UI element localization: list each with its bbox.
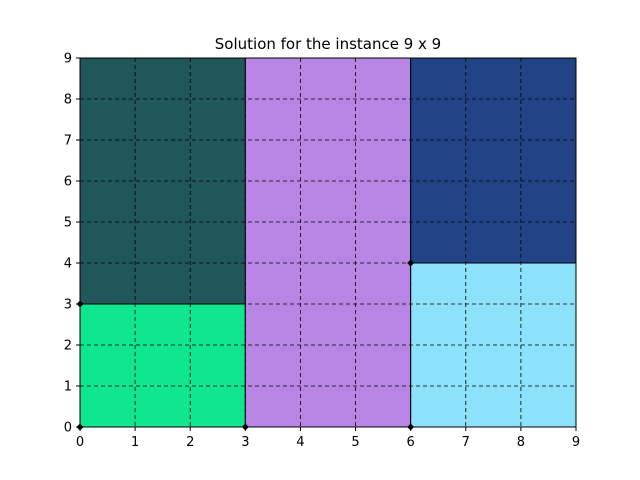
rectangles-layer xyxy=(79,57,577,428)
corner-marker-5 xyxy=(407,259,415,267)
x-tick-label-2: 2 xyxy=(186,435,194,450)
corner-markers-layer xyxy=(76,259,415,431)
y-tick-label-5: 5 xyxy=(64,216,72,231)
y-tick-label-4: 4 xyxy=(64,257,72,272)
packed-rectangle-1 xyxy=(79,303,246,428)
y-tick-label-0: 0 xyxy=(64,421,72,436)
x-tick-label-7: 7 xyxy=(462,435,470,450)
y-tick-label-1: 1 xyxy=(64,380,72,395)
x-tick-label-9: 9 xyxy=(572,435,580,450)
y-tick-label-3: 3 xyxy=(64,298,72,313)
y-tick-label-8: 8 xyxy=(64,93,72,108)
x-tick-label-3: 3 xyxy=(241,435,249,450)
y-axis: 0 1 2 3 4 5 6 7 8 9 xyxy=(64,52,80,436)
y-tick-label-9: 9 xyxy=(64,52,72,67)
x-tick-label-1: 1 xyxy=(131,435,139,450)
y-tick-label-7: 7 xyxy=(64,134,72,149)
x-tick-label-5: 5 xyxy=(351,435,359,450)
packed-rectangle-3 xyxy=(244,57,412,428)
y-tick-label-2: 2 xyxy=(64,339,72,354)
x-tick-label-8: 8 xyxy=(517,435,525,450)
plot-frame xyxy=(79,57,577,428)
packed-rectangle-5 xyxy=(410,57,577,264)
chart-title: Solution for the instance 9 x 9 xyxy=(215,35,441,53)
y-tick-label-6: 6 xyxy=(64,175,72,190)
packed-rectangle-2 xyxy=(79,57,246,305)
x-tick-label-6: 6 xyxy=(407,435,415,450)
x-tick-label-0: 0 xyxy=(76,435,84,450)
x-tick-label-4: 4 xyxy=(296,435,304,450)
x-axis: 0 1 2 3 4 5 6 7 8 9 xyxy=(76,427,580,450)
